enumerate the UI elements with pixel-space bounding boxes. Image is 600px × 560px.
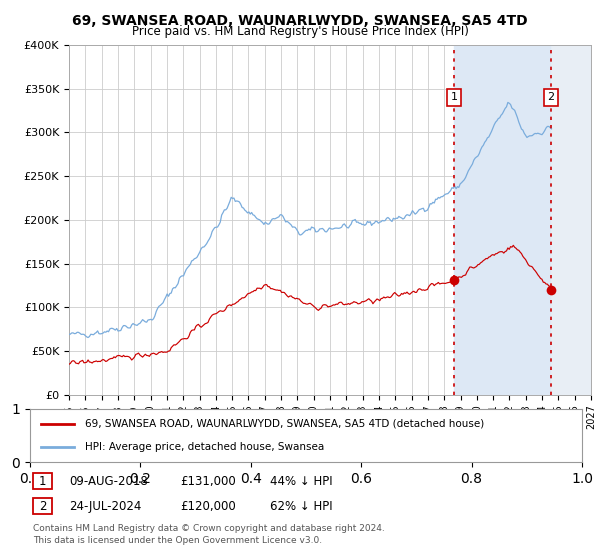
Text: 69, SWANSEA ROAD, WAUNARLWYDD, SWANSEA, SA5 4TD (detached house): 69, SWANSEA ROAD, WAUNARLWYDD, SWANSEA, … bbox=[85, 419, 484, 429]
Text: HPI: Average price, detached house, Swansea: HPI: Average price, detached house, Swan… bbox=[85, 442, 325, 452]
Bar bbox=[551, 45, 594, 395]
Text: This data is licensed under the Open Government Licence v3.0.: This data is licensed under the Open Gov… bbox=[33, 536, 322, 545]
Text: 69, SWANSEA ROAD, WAUNARLWYDD, SWANSEA, SA5 4TD: 69, SWANSEA ROAD, WAUNARLWYDD, SWANSEA, … bbox=[72, 14, 528, 28]
Text: £120,000: £120,000 bbox=[180, 500, 236, 513]
Text: 44% ↓ HPI: 44% ↓ HPI bbox=[270, 474, 332, 488]
Text: 09-AUG-2018: 09-AUG-2018 bbox=[69, 474, 148, 488]
Text: 2: 2 bbox=[39, 500, 46, 513]
Text: 1: 1 bbox=[39, 474, 46, 488]
Text: 62% ↓ HPI: 62% ↓ HPI bbox=[270, 500, 332, 513]
Text: 1: 1 bbox=[451, 92, 457, 102]
Text: 2: 2 bbox=[547, 92, 554, 102]
Text: £131,000: £131,000 bbox=[180, 474, 236, 488]
Text: Contains HM Land Registry data © Crown copyright and database right 2024.: Contains HM Land Registry data © Crown c… bbox=[33, 524, 385, 533]
Bar bbox=[454, 45, 551, 395]
Text: Price paid vs. HM Land Registry's House Price Index (HPI): Price paid vs. HM Land Registry's House … bbox=[131, 25, 469, 38]
Text: 24-JUL-2024: 24-JUL-2024 bbox=[69, 500, 142, 513]
